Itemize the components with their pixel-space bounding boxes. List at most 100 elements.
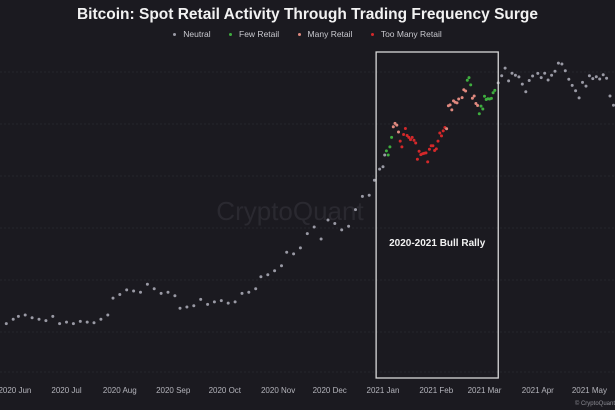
data-point <box>414 141 418 145</box>
data-point <box>438 131 442 135</box>
watermark: CryptoQuant <box>216 196 364 226</box>
data-point <box>266 273 270 277</box>
data-point <box>591 77 595 81</box>
data-point <box>152 287 156 291</box>
data-point <box>467 76 471 80</box>
data-point <box>360 194 364 198</box>
data-point <box>601 73 605 77</box>
data-point <box>312 225 316 229</box>
data-point <box>398 139 402 143</box>
data-point <box>226 301 230 305</box>
data-point <box>431 144 435 148</box>
data-point <box>491 91 495 95</box>
data-point <box>395 123 399 127</box>
data-point <box>531 74 535 78</box>
data-point <box>574 89 578 93</box>
data-point <box>259 275 263 279</box>
x-tick-label: 2021 May <box>572 386 607 395</box>
data-point <box>424 151 428 155</box>
x-axis-ticks: 2020 Jun 2020 Jul 2020 Aug 2020 Sep 2020 Oct… <box>0 386 607 395</box>
data-point <box>556 61 560 65</box>
legend-label: Too Many Retail <box>380 29 442 39</box>
data-point <box>510 71 514 75</box>
data-point <box>51 314 55 318</box>
x-tick-label: 2021 Feb <box>419 386 453 395</box>
x-tick-label: 2021 Jan <box>367 386 400 395</box>
data-point <box>85 320 89 324</box>
x-tick-label: 2020 Aug <box>103 386 137 395</box>
data-point <box>426 160 430 164</box>
copyright: © CryptoQuant <box>574 401 615 407</box>
data-point <box>397 130 400 134</box>
data-point <box>550 73 554 77</box>
data-point <box>16 314 20 318</box>
data-point <box>407 135 411 139</box>
data-point <box>199 297 203 301</box>
data-point <box>212 300 216 304</box>
data-point <box>608 94 612 98</box>
data-point <box>577 96 581 100</box>
data-point <box>570 83 574 87</box>
data-point <box>219 299 223 303</box>
legend-dot-icon <box>173 33 177 37</box>
data-points <box>4 61 615 326</box>
legend-item-many-retail[interactable]: Many Retail <box>297 29 352 39</box>
data-point <box>457 97 461 101</box>
data-point <box>567 77 571 81</box>
legend-item-too-many-retail[interactable]: Too Many Retail <box>370 29 442 39</box>
data-point <box>125 288 129 292</box>
data-point <box>390 135 394 139</box>
data-point <box>465 78 469 82</box>
data-point <box>111 296 115 300</box>
chart-title: Bitcoin: Spot Retail Activity Through Tr… <box>76 6 539 23</box>
bull-rally-box <box>375 51 499 379</box>
data-point <box>598 77 602 81</box>
x-tick-label: 2020 Jun <box>0 386 31 395</box>
data-point <box>400 145 404 149</box>
data-point <box>415 157 419 161</box>
data-point <box>58 322 62 326</box>
legend: Neutral Few Retail Many Retail Too Many … <box>0 29 615 39</box>
data-point <box>441 129 445 133</box>
data-point <box>477 112 481 116</box>
data-point <box>450 108 454 112</box>
data-point <box>326 218 330 222</box>
data-point <box>520 82 524 86</box>
data-point <box>417 149 421 153</box>
data-point <box>507 79 511 83</box>
data-point <box>132 289 136 293</box>
data-point <box>409 138 412 142</box>
data-point <box>513 73 517 77</box>
legend-item-few-retail[interactable]: Few Retail <box>229 29 279 39</box>
data-point <box>340 228 344 232</box>
data-point <box>605 76 609 80</box>
data-point <box>106 313 110 317</box>
data-point <box>474 102 478 105</box>
data-point <box>493 88 497 92</box>
data-point <box>581 80 584 84</box>
data-point <box>139 290 142 294</box>
data-point <box>254 287 258 291</box>
data-point <box>412 138 416 142</box>
data-point <box>563 69 567 73</box>
data-point <box>391 125 395 129</box>
data-point <box>402 133 406 136</box>
legend-item-neutral[interactable]: Neutral <box>173 29 211 39</box>
x-tick-label: 2020 Oct <box>209 386 242 395</box>
data-point <box>347 224 351 228</box>
data-point <box>185 305 189 309</box>
data-point <box>500 74 504 78</box>
data-point <box>410 135 414 139</box>
data-point <box>479 104 483 108</box>
data-point <box>386 153 390 157</box>
annotation-label: 2020-2021 Bull Rally <box>389 238 486 249</box>
data-point <box>11 317 15 321</box>
data-point <box>594 75 598 79</box>
data-point <box>247 290 251 294</box>
data-point <box>381 165 385 169</box>
data-point <box>460 96 464 100</box>
x-tick-label: 2020 Nov <box>261 386 295 395</box>
data-point <box>543 71 547 75</box>
data-point <box>206 302 210 306</box>
